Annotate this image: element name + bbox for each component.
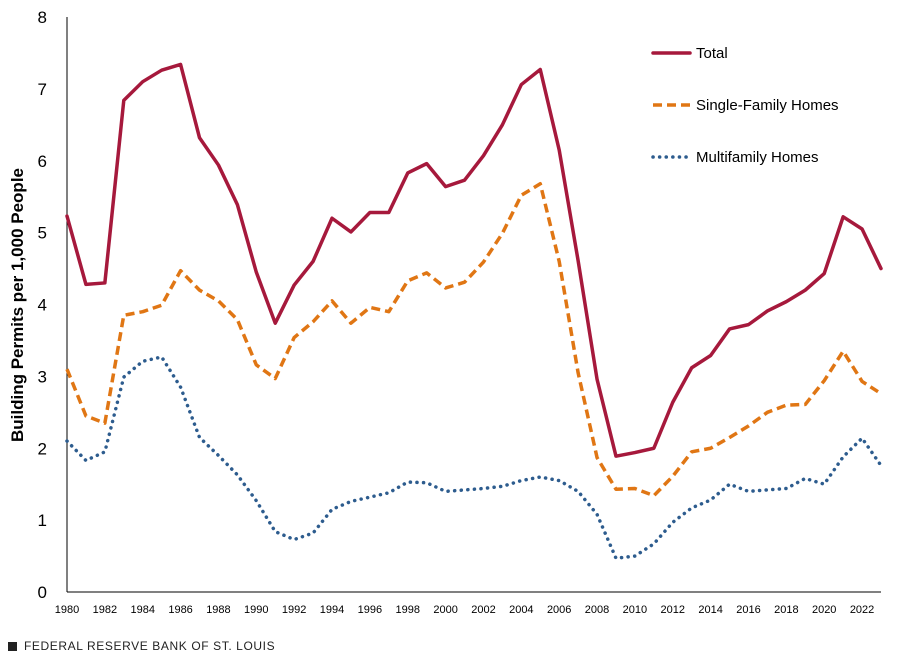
legend-label-2: Multifamily Homes bbox=[696, 149, 819, 166]
x-tick-label: 2016 bbox=[736, 604, 760, 616]
y-tick-label: 8 bbox=[38, 8, 47, 27]
x-tick-label: 1988 bbox=[206, 604, 230, 616]
series-layer bbox=[65, 62, 883, 560]
x-tick-label: 2010 bbox=[623, 604, 647, 616]
x-tick-label: 2004 bbox=[509, 604, 533, 616]
x-tick-label: 2012 bbox=[661, 604, 685, 616]
legend-label-1: Single-Family Homes bbox=[696, 97, 839, 114]
y-tick-label: 3 bbox=[38, 367, 47, 386]
footer-source-text: FEDERAL RESERVE BANK OF ST. LOUIS bbox=[24, 639, 276, 653]
x-tick-label: 2020 bbox=[812, 604, 836, 616]
x-tick-label: 1992 bbox=[282, 604, 306, 616]
x-tick-label: 2018 bbox=[774, 604, 798, 616]
x-tick-label: 2008 bbox=[585, 604, 609, 616]
y-tick-label: 5 bbox=[38, 224, 47, 243]
x-tick-label: 2002 bbox=[471, 604, 495, 616]
x-tick-label: 2006 bbox=[547, 604, 571, 616]
fed-square-icon bbox=[8, 641, 17, 651]
series-line-0 bbox=[65, 62, 883, 458]
axes: 0 1 2 3 4 5 6 7 8 1980 1982 1984 1986 1988 1990 1992 199… bbox=[38, 8, 881, 616]
series-line-2 bbox=[65, 355, 883, 560]
y-tick-label: 1 bbox=[38, 511, 47, 530]
series-line-1 bbox=[65, 182, 882, 498]
y-axis-label: Building Permits per 1,000 People bbox=[8, 168, 27, 442]
y-tick-label: 0 bbox=[38, 583, 47, 602]
x-tick-label: 2022 bbox=[850, 604, 874, 616]
y-tick-label: 4 bbox=[38, 296, 47, 315]
x-tick-label: 1994 bbox=[320, 604, 344, 616]
x-tick-label: 1986 bbox=[168, 604, 192, 616]
x-tick-label: 1982 bbox=[93, 604, 117, 616]
y-tick-label: 6 bbox=[38, 152, 47, 171]
legend-label-0: Total bbox=[696, 45, 728, 62]
x-tick-label: 1984 bbox=[130, 604, 154, 616]
x-tick-label: 1990 bbox=[244, 604, 268, 616]
x-tick-label: 2014 bbox=[698, 604, 722, 616]
legend: Total Single-Family Homes Multifamily Home… bbox=[651, 45, 839, 166]
x-tick-label: 1980 bbox=[55, 604, 79, 616]
footer-source: FEDERAL RESERVE BANK OF ST. LOUIS bbox=[8, 639, 275, 653]
x-tick-label: 1996 bbox=[358, 604, 382, 616]
y-tick-label: 2 bbox=[38, 439, 47, 458]
x-tick-label: 1998 bbox=[396, 604, 420, 616]
x-tick-label: 2000 bbox=[433, 604, 457, 616]
y-tick-label: 7 bbox=[38, 80, 47, 99]
